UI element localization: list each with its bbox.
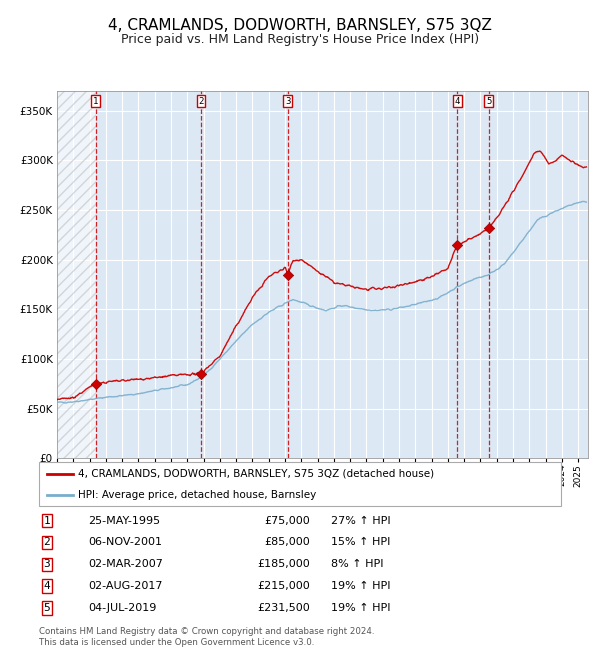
Text: 3: 3 — [285, 96, 290, 105]
Text: £231,500: £231,500 — [257, 603, 310, 613]
Text: 5: 5 — [486, 96, 491, 105]
Text: £215,000: £215,000 — [257, 581, 310, 591]
Text: 3: 3 — [43, 559, 50, 569]
Text: 19% ↑ HPI: 19% ↑ HPI — [331, 581, 391, 591]
Text: 19% ↑ HPI: 19% ↑ HPI — [331, 603, 391, 613]
Text: 25-MAY-1995: 25-MAY-1995 — [89, 515, 161, 525]
Text: 5: 5 — [43, 603, 50, 613]
Bar — [57, 91, 96, 458]
Text: 2: 2 — [43, 538, 50, 547]
Text: £85,000: £85,000 — [265, 538, 310, 547]
FancyBboxPatch shape — [39, 462, 561, 506]
Text: 4: 4 — [43, 581, 50, 591]
Text: 2: 2 — [199, 96, 203, 105]
Text: 27% ↑ HPI: 27% ↑ HPI — [331, 515, 391, 525]
Text: £75,000: £75,000 — [265, 515, 310, 525]
Text: 8% ↑ HPI: 8% ↑ HPI — [331, 559, 384, 569]
Text: £185,000: £185,000 — [257, 559, 310, 569]
Text: HPI: Average price, detached house, Barnsley: HPI: Average price, detached house, Barn… — [78, 489, 316, 500]
Point — [196, 369, 206, 379]
Text: 04-JUL-2019: 04-JUL-2019 — [89, 603, 157, 613]
Text: 4: 4 — [455, 96, 460, 105]
Point — [283, 270, 292, 280]
Text: 02-MAR-2007: 02-MAR-2007 — [89, 559, 163, 569]
Point — [91, 378, 101, 389]
Text: Contains HM Land Registry data © Crown copyright and database right 2024.
This d: Contains HM Land Registry data © Crown c… — [39, 627, 374, 647]
Text: 4, CRAMLANDS, DODWORTH, BARNSLEY, S75 3QZ: 4, CRAMLANDS, DODWORTH, BARNSLEY, S75 3Q… — [108, 18, 492, 33]
Point — [452, 240, 462, 250]
Text: 4, CRAMLANDS, DODWORTH, BARNSLEY, S75 3QZ (detached house): 4, CRAMLANDS, DODWORTH, BARNSLEY, S75 3Q… — [78, 469, 434, 479]
Point — [484, 223, 493, 233]
Text: Price paid vs. HM Land Registry's House Price Index (HPI): Price paid vs. HM Land Registry's House … — [121, 32, 479, 46]
Text: 02-AUG-2017: 02-AUG-2017 — [89, 581, 163, 591]
Text: 06-NOV-2001: 06-NOV-2001 — [89, 538, 163, 547]
Text: 15% ↑ HPI: 15% ↑ HPI — [331, 538, 391, 547]
Text: 1: 1 — [93, 96, 98, 105]
Text: 1: 1 — [43, 515, 50, 525]
